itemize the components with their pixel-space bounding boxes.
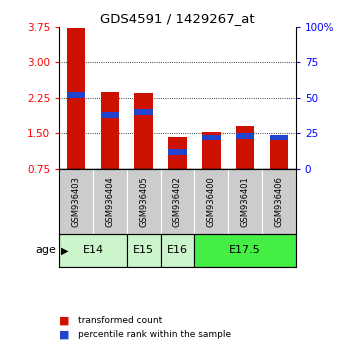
Text: GSM936405: GSM936405 xyxy=(139,176,148,227)
Bar xyxy=(202,132,220,169)
Bar xyxy=(127,169,161,234)
Text: ■: ■ xyxy=(59,315,70,325)
Bar xyxy=(67,28,85,169)
Bar xyxy=(161,169,194,234)
Bar xyxy=(168,137,187,169)
Bar xyxy=(269,135,288,140)
Bar xyxy=(202,135,220,140)
Text: GSM936402: GSM936402 xyxy=(173,176,182,227)
Bar xyxy=(93,169,127,234)
Bar xyxy=(269,137,288,169)
Bar xyxy=(194,169,228,234)
Bar xyxy=(236,133,254,139)
Text: E16: E16 xyxy=(167,245,188,256)
Text: GSM936400: GSM936400 xyxy=(207,176,216,227)
Bar xyxy=(262,169,296,234)
Bar xyxy=(59,169,93,234)
Bar xyxy=(59,234,127,267)
Text: ■: ■ xyxy=(59,330,70,339)
Bar xyxy=(101,92,119,169)
Bar xyxy=(228,169,262,234)
Bar xyxy=(236,126,254,169)
Text: E17.5: E17.5 xyxy=(229,245,261,256)
Text: GSM936403: GSM936403 xyxy=(72,176,80,227)
Text: age: age xyxy=(35,245,56,256)
Text: ▶: ▶ xyxy=(61,245,68,256)
Text: GSM936404: GSM936404 xyxy=(105,176,114,227)
Title: GDS4591 / 1429267_at: GDS4591 / 1429267_at xyxy=(100,12,255,25)
Bar xyxy=(101,112,119,118)
Text: E15: E15 xyxy=(133,245,154,256)
Bar xyxy=(161,234,194,267)
Text: GSM936401: GSM936401 xyxy=(241,176,249,227)
Bar xyxy=(127,234,161,267)
Bar xyxy=(67,92,85,98)
Bar xyxy=(168,149,187,155)
Text: GSM936406: GSM936406 xyxy=(274,176,283,227)
Text: percentile rank within the sample: percentile rank within the sample xyxy=(78,330,231,339)
Bar xyxy=(134,92,153,169)
Bar xyxy=(134,109,153,115)
Text: transformed count: transformed count xyxy=(78,316,162,325)
Text: E14: E14 xyxy=(82,245,103,256)
Bar xyxy=(194,234,296,267)
